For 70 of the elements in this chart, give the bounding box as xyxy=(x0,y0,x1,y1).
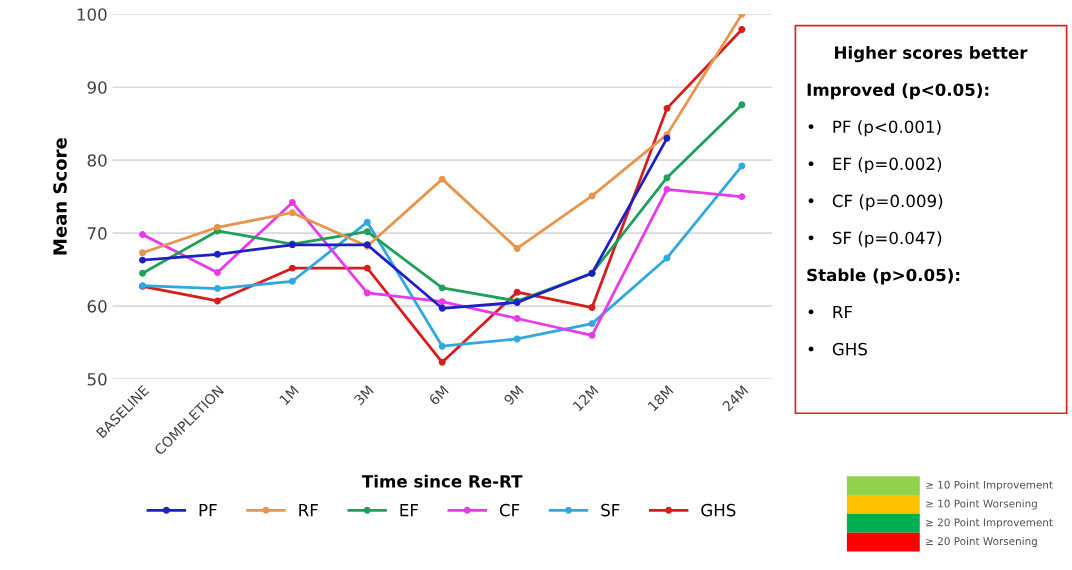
x-tick-label: 3M xyxy=(353,385,374,406)
text: Improved (p<0.05): xyxy=(807,83,989,100)
text: ≥ 20 Point Improvement xyxy=(926,518,1053,529)
point xyxy=(513,244,521,252)
legend-label: GHS xyxy=(701,503,736,517)
point xyxy=(438,304,446,312)
point xyxy=(363,289,371,297)
point xyxy=(438,342,446,350)
legend-label: SF xyxy=(601,503,620,517)
point xyxy=(663,174,671,182)
text: • EF (p=0.002) xyxy=(808,157,942,174)
point xyxy=(588,320,596,328)
point xyxy=(588,331,596,339)
x-tick-label: 1M xyxy=(279,385,299,406)
point xyxy=(438,298,446,306)
point xyxy=(213,269,221,277)
y-tick-label: 100 xyxy=(77,8,107,21)
point xyxy=(438,284,446,292)
point xyxy=(213,297,221,305)
legend-label: RF xyxy=(299,504,318,517)
point xyxy=(288,277,296,285)
y-tick-label: 60 xyxy=(87,300,107,313)
point xyxy=(588,192,596,200)
x-tick-label: 9M xyxy=(503,385,524,406)
text: ≥ 10 Point Improvement xyxy=(926,480,1053,491)
point xyxy=(663,104,671,112)
legend-label: PF xyxy=(199,504,217,517)
point xyxy=(363,264,371,272)
y-tick-label: 80 xyxy=(87,154,107,167)
y-axis-title: Mean Score xyxy=(53,138,67,255)
x-axis-title: Time since Re-RT xyxy=(362,474,523,488)
point xyxy=(738,193,746,201)
point xyxy=(139,256,147,264)
point xyxy=(663,254,671,262)
text: ≥ 20 Point Worsening xyxy=(926,537,1037,548)
point xyxy=(139,269,147,277)
point xyxy=(288,264,296,272)
point xyxy=(139,231,147,239)
point xyxy=(288,209,296,217)
text: ≥ 10 Point Worsening xyxy=(926,499,1037,510)
text: • SF (p=0.047) xyxy=(808,231,942,248)
text: • PF (p<0.001) xyxy=(808,120,941,137)
text: • CF (p=0.009) xyxy=(808,194,943,211)
text: Stable (p>0.05): xyxy=(807,268,960,285)
y-tick-label: 50 xyxy=(87,373,107,386)
legend-label: EF xyxy=(400,504,418,517)
point xyxy=(738,162,746,170)
point xyxy=(513,315,521,322)
point xyxy=(663,185,671,193)
point xyxy=(288,199,296,206)
point xyxy=(363,218,371,226)
point xyxy=(363,228,371,236)
point xyxy=(438,175,446,183)
text: • RF xyxy=(808,305,853,319)
point xyxy=(738,101,746,109)
point xyxy=(213,223,221,231)
point xyxy=(438,358,446,366)
legend-label: CF xyxy=(499,503,520,517)
point xyxy=(139,249,147,257)
y-tick-label: 90 xyxy=(87,81,107,94)
point xyxy=(213,285,221,293)
text: • GHS xyxy=(808,342,867,356)
point xyxy=(513,335,521,343)
point xyxy=(513,288,521,296)
point xyxy=(213,250,221,258)
point xyxy=(588,304,596,312)
text: Higher scores better xyxy=(835,46,1028,63)
x-tick-label: 6M xyxy=(428,385,449,406)
y-tick-label: 70 xyxy=(87,227,107,240)
point xyxy=(738,26,746,34)
